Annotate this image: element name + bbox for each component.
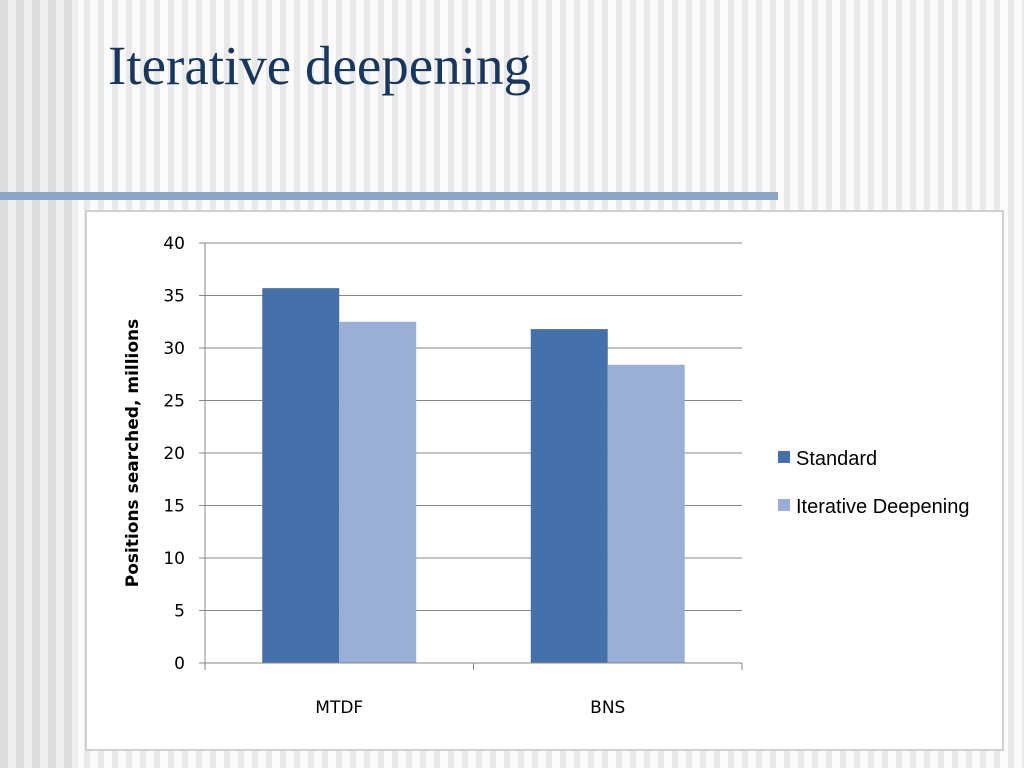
y-tick-label: 25 <box>163 392 185 412</box>
bar-iterative-deepening-bns <box>607 364 685 663</box>
category-label: BNS <box>590 698 625 718</box>
legend-label: Iterative Deepening <box>796 496 969 518</box>
slide-title: Iterative deepening <box>108 35 531 96</box>
category-label: MTDF <box>315 698 363 718</box>
y-tick-label: 35 <box>163 287 185 307</box>
category-labels: MTDF BNS <box>315 698 625 718</box>
bar-iterative-deepening-mtdf <box>339 321 417 663</box>
bars <box>262 288 685 663</box>
y-tick-label: 5 <box>174 602 185 622</box>
bar-standard-mtdf <box>262 288 340 663</box>
y-tick-label: 30 <box>163 339 185 359</box>
y-tick-label: 20 <box>163 444 185 464</box>
background-stripe-band <box>0 0 78 768</box>
y-tick-label: 15 <box>163 497 185 517</box>
legend-swatch <box>778 499 790 511</box>
y-axis-label: Positions searched, millions <box>123 319 143 588</box>
x-axis <box>204 662 743 670</box>
bar-standard-bns <box>530 329 608 663</box>
y-tick-label: 10 <box>163 549 185 569</box>
y-axis-ticks: 0 5 10 15 20 25 30 35 40 <box>163 234 206 674</box>
legend: Standard Iterative Deepening <box>778 448 969 518</box>
title-divider <box>0 192 778 200</box>
y-tick-label: 40 <box>163 234 185 254</box>
legend-swatch <box>778 451 790 463</box>
y-tick-label: 0 <box>174 654 185 674</box>
legend-label: Standard <box>796 448 877 470</box>
